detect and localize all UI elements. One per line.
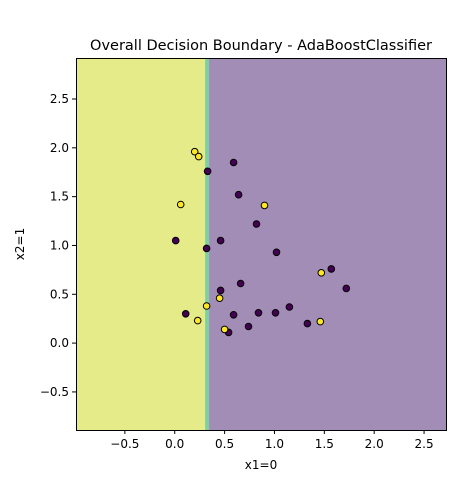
y-tick-label: −0.5 xyxy=(40,385,69,399)
class-1-point xyxy=(190,147,199,156)
x-tick-label: −0.5 xyxy=(110,437,139,451)
class-1-point xyxy=(215,294,224,303)
class-1-point xyxy=(193,316,202,325)
class-0-point xyxy=(327,265,336,273)
plot-area xyxy=(76,58,446,430)
class-0-point xyxy=(229,311,238,319)
y-tick-label: 1.0 xyxy=(50,238,69,252)
y-axis-ticks: −0.5 0.0 0.5 1.0 1.5 2.0 2.5 xyxy=(40,92,76,399)
x-tick-label: 2.0 xyxy=(365,437,384,451)
class-0-point xyxy=(271,309,280,317)
x-tick-label: 1.5 xyxy=(315,437,334,451)
class-1-region xyxy=(76,58,208,430)
y-tick-label: 2.0 xyxy=(50,141,69,155)
axes-frame xyxy=(76,58,447,431)
class-0-point xyxy=(236,279,245,288)
y-tick-label: 1.5 xyxy=(50,190,69,204)
x-tick-label: 2.5 xyxy=(415,437,434,451)
y-tick-label: 0.5 xyxy=(50,287,69,301)
y-tick-label: 2.5 xyxy=(50,92,69,106)
class-1-point xyxy=(260,201,269,210)
class-0-point xyxy=(342,284,351,293)
class-0-point xyxy=(244,322,253,331)
class-0-point xyxy=(181,310,190,318)
class-0-point xyxy=(229,158,238,167)
data-points xyxy=(171,147,351,337)
class-1-point xyxy=(194,152,203,161)
y-tick-label: 0.0 xyxy=(50,336,69,350)
class-0-point xyxy=(252,220,261,228)
chart-title: Overall Decision Boundary - AdaBoostClas… xyxy=(90,38,432,54)
class-1-point xyxy=(176,200,185,209)
class-0-region xyxy=(207,58,446,430)
class-0-point xyxy=(285,303,294,311)
class-1-point xyxy=(317,269,326,277)
class-1-point xyxy=(316,317,325,326)
class-0-point xyxy=(202,244,211,253)
class-0-point xyxy=(303,319,312,328)
class-0-point xyxy=(216,286,225,295)
x-axis-label: x1=0 xyxy=(245,458,277,472)
x-tick-label: 0.5 xyxy=(215,437,234,451)
class-1-point xyxy=(220,325,229,334)
class-0-point xyxy=(254,309,263,317)
class-0-point xyxy=(203,167,212,176)
class-0-point xyxy=(171,236,180,245)
class-1-point xyxy=(202,302,211,310)
class-0-point xyxy=(272,248,281,257)
class-0-point xyxy=(234,190,243,199)
x-tick-label: 1.0 xyxy=(265,437,284,451)
x-axis-ticks: −0.5 0.0 0.5 1.0 1.5 2.0 2.5 xyxy=(110,430,434,451)
x-tick-label: 0.0 xyxy=(165,437,184,451)
class-0-point xyxy=(216,236,225,245)
y-axis-label: x2=1 xyxy=(13,228,27,260)
decision-boundary-line xyxy=(205,58,210,430)
